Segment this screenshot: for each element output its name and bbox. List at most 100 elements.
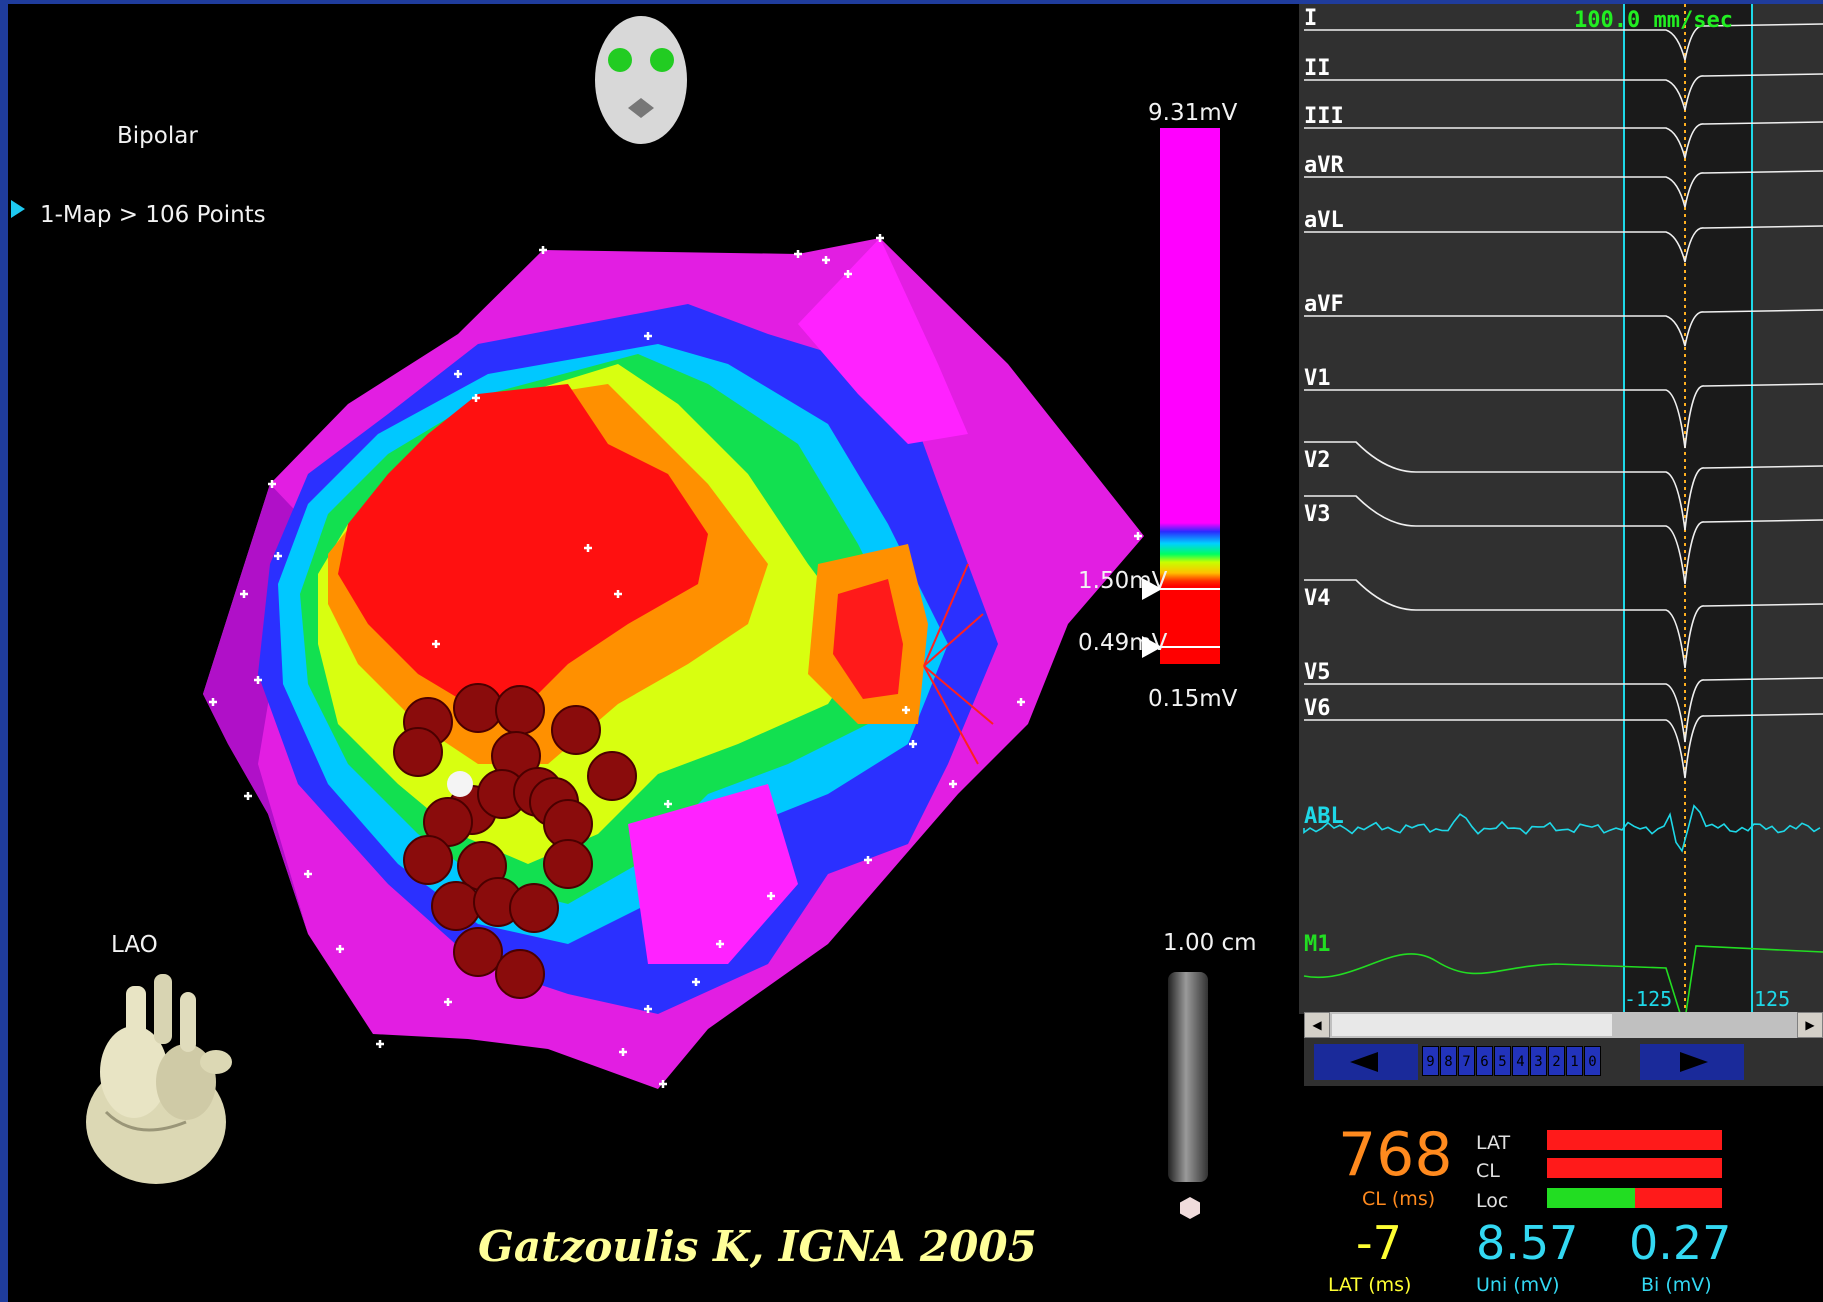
map-point	[864, 856, 872, 864]
beat-digit-6[interactable]: 6	[1476, 1046, 1493, 1076]
map-point	[209, 698, 217, 706]
lead-label-abl: ABL	[1304, 804, 1344, 829]
next-beat-button[interactable]	[1640, 1044, 1744, 1080]
arrow-left-icon	[1350, 1052, 1378, 1072]
arrow-right-icon	[1680, 1052, 1708, 1072]
map-point	[844, 270, 852, 278]
map-point	[614, 590, 622, 598]
map-points	[209, 234, 1142, 1088]
map-point	[1134, 532, 1142, 540]
map-point	[336, 945, 344, 953]
lesion-tag	[495, 949, 545, 999]
beat-digit-3[interactable]: 3	[1530, 1046, 1547, 1076]
lat-label: LAT (ms)	[1328, 1274, 1412, 1296]
beat-digit-9[interactable]: 9	[1422, 1046, 1439, 1076]
scale-lower-tick	[1160, 646, 1220, 648]
window-start-label: -125	[1624, 987, 1673, 1011]
beat-digit-5[interactable]: 5	[1494, 1046, 1511, 1076]
uni-label: Uni (mV)	[1476, 1274, 1560, 1296]
map-point	[244, 792, 252, 800]
map-point	[644, 332, 652, 340]
map-point	[254, 676, 262, 684]
loc-stability-bar	[1547, 1188, 1722, 1208]
lead-label-ii: II	[1304, 56, 1331, 81]
ecg-trace-v4	[1304, 579, 1823, 669]
map-viewport[interactable]: Bipolar 1-Map > 106 Points LAO 9.31mV 1.…	[8, 4, 1288, 1302]
loc-bar-label: Loc	[1476, 1190, 1509, 1212]
loc-stability-fill	[1547, 1188, 1635, 1208]
upper-threshold-handle[interactable]	[1142, 578, 1162, 600]
electroanatomic-map[interactable]	[8, 4, 1288, 1302]
ecg-trace-iii	[1304, 121, 1823, 159]
ecg-trace-avr	[1304, 170, 1823, 208]
catheter	[923, 563, 994, 765]
map-selector-arrow[interactable]	[11, 200, 25, 218]
map-red-zone	[338, 384, 708, 704]
map-point	[454, 370, 462, 378]
map-point	[876, 234, 884, 242]
ecg-scrollbar[interactable]: ◀ ▶	[1304, 1012, 1823, 1038]
scroll-left-button[interactable]: ◀	[1304, 1012, 1330, 1038]
map-magenta-lobe	[628, 784, 798, 964]
lat-value: -7	[1356, 1216, 1402, 1270]
zoom-slider[interactable]	[1168, 972, 1208, 1182]
credit-caption: Gatzoulis K, IGNA 2005	[478, 1222, 1037, 1271]
window-end-label: 125	[1754, 987, 1791, 1011]
bi-value: 0.27	[1629, 1216, 1732, 1270]
ecg-trace-i	[1304, 23, 1823, 61]
point-readout: 768 CL (ms) LAT CL Loc -7 LAT (ms) 8.57 …	[1296, 1086, 1823, 1302]
lesion-tag	[453, 683, 503, 733]
map-point	[619, 1048, 627, 1056]
lead-label-v3: V3	[1304, 502, 1331, 527]
ecg-trace-v5	[1304, 677, 1823, 743]
voltage-color-scale	[1160, 128, 1220, 664]
ecg-traces	[1296, 4, 1823, 1014]
ablation-lesions	[393, 683, 637, 999]
map-point	[584, 544, 592, 552]
map-point	[304, 870, 312, 878]
map-point	[949, 780, 957, 788]
previous-beat-button[interactable]	[1314, 1044, 1418, 1080]
beat-digit-4[interactable]: 4	[1512, 1046, 1529, 1076]
scroll-thumb[interactable]	[1332, 1014, 1612, 1036]
orientation-head-icon	[595, 16, 687, 144]
map-point	[794, 250, 802, 258]
beat-digit-2[interactable]: 2	[1548, 1046, 1565, 1076]
lower-threshold-handle[interactable]	[1142, 636, 1162, 658]
lat-stability-bar	[1547, 1130, 1722, 1150]
lead-label-avf: aVF	[1304, 292, 1344, 317]
map-point-count[interactable]: 1-Map > 106 Points	[40, 202, 266, 228]
heart-model-icon	[86, 974, 232, 1184]
bi-label: Bi (mV)	[1641, 1274, 1712, 1296]
cl-bar-label: CL	[1476, 1160, 1500, 1182]
ecg-panel[interactable]: 100.0 mm/sec I II III aVR aVL aVF V1 V2 V3 V4 V5 V6…	[1296, 4, 1823, 1014]
beat-digit-0[interactable]: 0	[1584, 1046, 1601, 1076]
sweep-speed: 100.0 mm/sec	[1574, 8, 1733, 33]
catheter-tip	[447, 771, 473, 797]
beat-digit-7[interactable]: 7	[1458, 1046, 1475, 1076]
lead-label-v4: V4	[1304, 586, 1331, 611]
map-point	[1017, 698, 1025, 706]
scroll-right-button[interactable]: ▶	[1797, 1012, 1823, 1038]
uni-value: 8.57	[1476, 1216, 1579, 1270]
lesion-tag	[495, 685, 545, 735]
slider-knob-icon[interactable]	[1178, 1196, 1202, 1220]
ecg-trace-v1	[1304, 383, 1823, 449]
map-point	[659, 1080, 667, 1088]
lesion-tag	[551, 705, 601, 755]
ecg-trace-avf	[1304, 309, 1823, 347]
lead-label-avr: aVR	[1304, 153, 1344, 178]
lesion-tag	[393, 727, 443, 777]
lesion-tag	[431, 881, 481, 931]
lead-label-v2: V2	[1304, 448, 1331, 473]
map-point	[716, 940, 724, 948]
lead-label-m1: M1	[1304, 932, 1331, 957]
lesion-tag	[453, 927, 503, 977]
map-point	[664, 800, 672, 808]
lead-label-i: I	[1304, 6, 1318, 31]
ecg-trace-m1	[1303, 945, 1823, 1014]
beat-digit-1[interactable]: 1	[1566, 1046, 1583, 1076]
scale-min-label: 0.15mV	[1148, 686, 1238, 712]
beat-digit-8[interactable]: 8	[1440, 1046, 1457, 1076]
